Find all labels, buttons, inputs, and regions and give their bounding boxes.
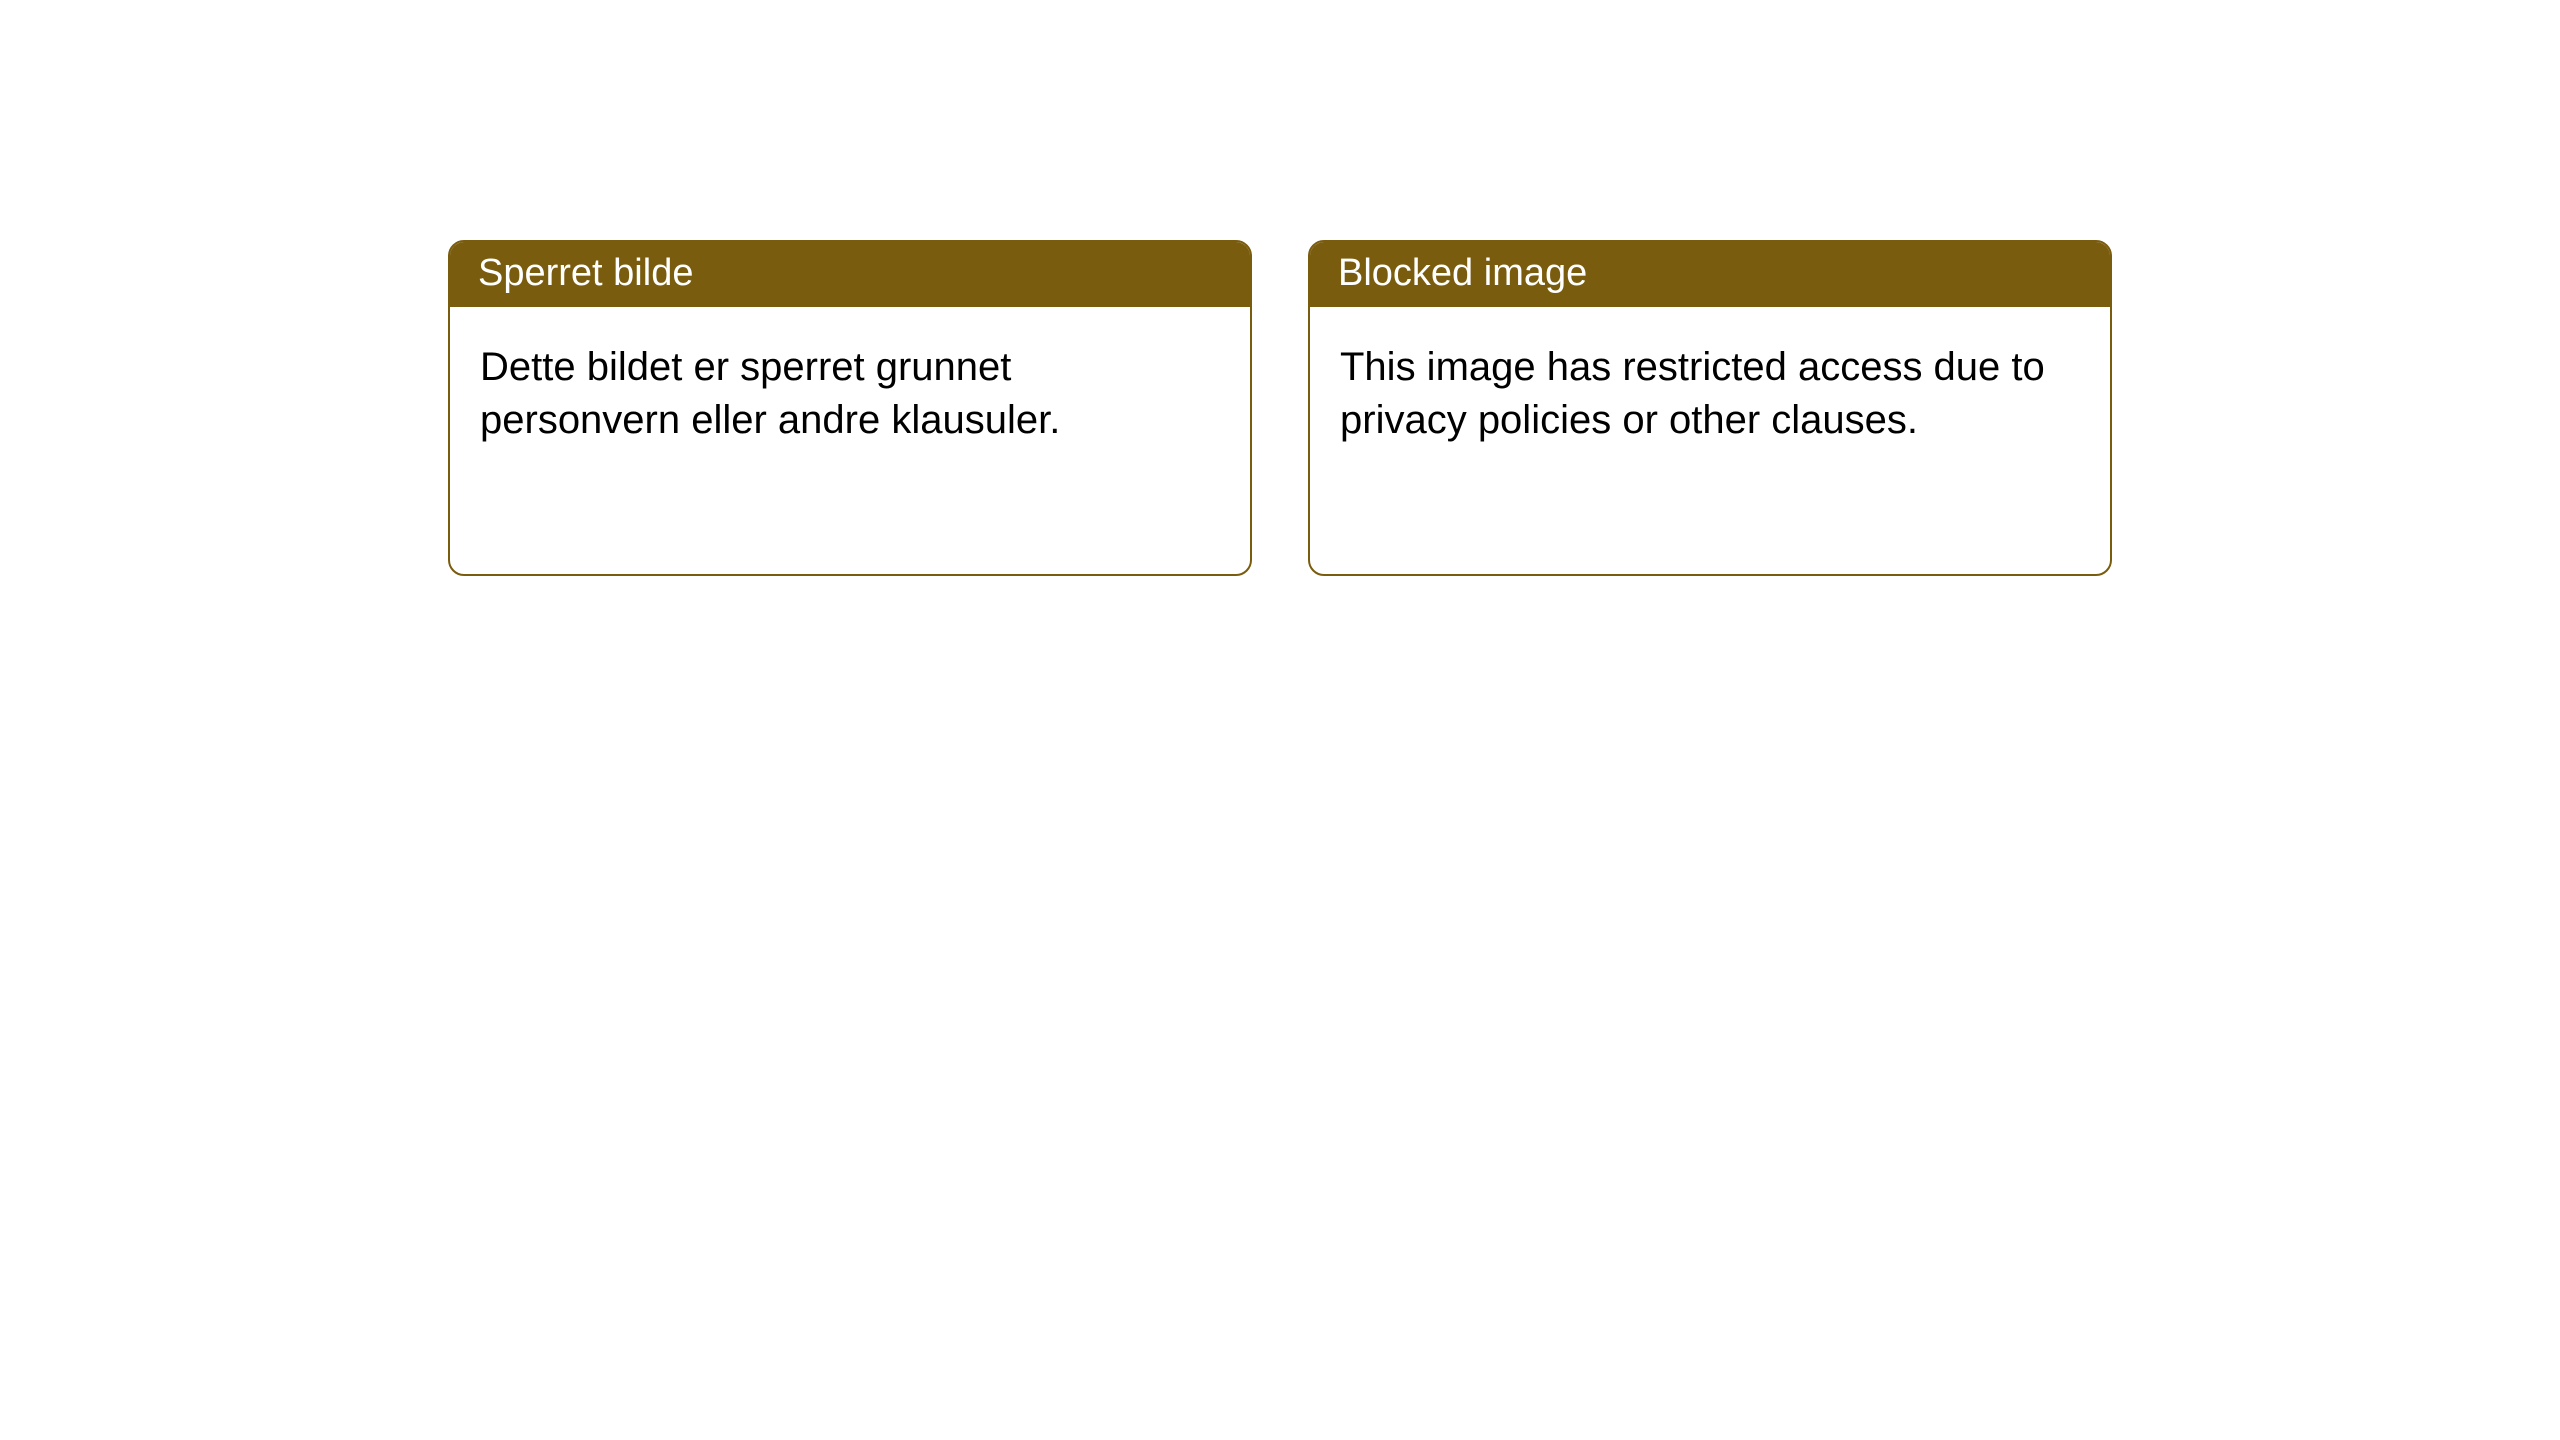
notice-card-text: Dette bildet er sperret grunnet personve… — [480, 345, 1060, 442]
notice-card-body: Dette bildet er sperret grunnet personve… — [450, 307, 1250, 481]
notice-card-en: Blocked image This image has restricted … — [1308, 240, 2112, 576]
notice-card-title: Blocked image — [1338, 252, 1587, 294]
notice-card-text: This image has restricted access due to … — [1340, 345, 2045, 442]
notice-card-header: Sperret bilde — [450, 242, 1250, 307]
notice-card-no: Sperret bilde Dette bildet er sperret gr… — [448, 240, 1252, 576]
notice-container: Sperret bilde Dette bildet er sperret gr… — [448, 240, 2112, 576]
notice-card-title: Sperret bilde — [478, 252, 693, 294]
notice-card-header: Blocked image — [1310, 242, 2110, 307]
notice-card-body: This image has restricted access due to … — [1310, 307, 2110, 481]
